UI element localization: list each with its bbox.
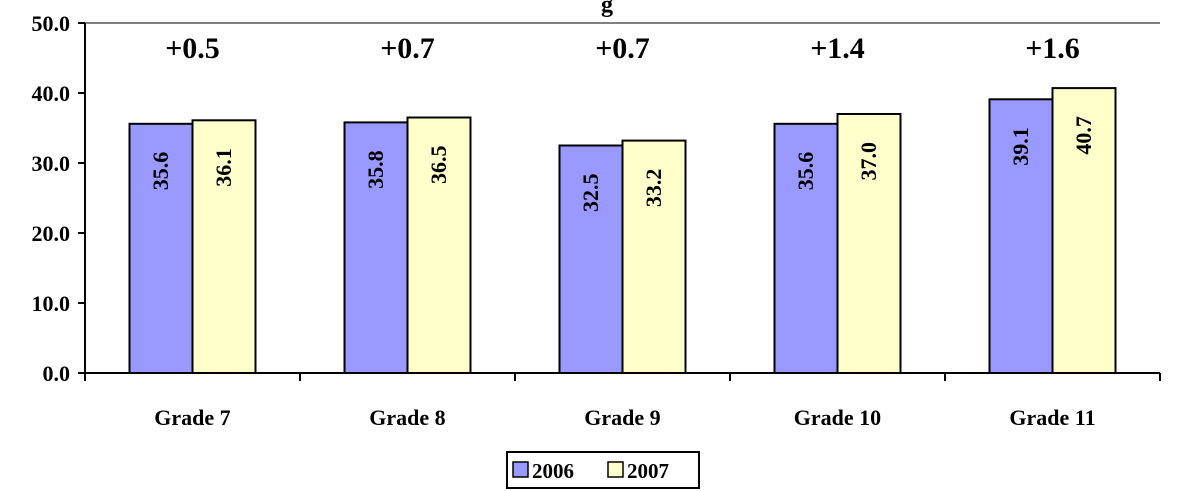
bar-value-label: 37.0 (856, 142, 881, 181)
legend-label: 2007 (627, 459, 669, 483)
legend-swatch-2006 (512, 461, 529, 478)
x-category-label: Grade 11 (1009, 405, 1095, 430)
bar-2006 (773, 122, 839, 374)
difference-annotation: +0.7 (380, 32, 435, 65)
x-category-label: Grade 10 (794, 405, 881, 430)
legend: 2006 2007 (506, 451, 700, 489)
bar-2007 (836, 113, 902, 374)
chart-title-fragment: g (601, 0, 613, 18)
bar-value-label: 40.7 (1071, 116, 1096, 155)
difference-annotation: +1.6 (1025, 32, 1080, 65)
y-tick-label: 20.0 (32, 221, 71, 246)
y-tick-label: 40.0 (32, 81, 71, 106)
legend-label: 2006 (532, 459, 574, 483)
legend-swatch-2007 (607, 461, 624, 478)
bar-value-label: 33.2 (641, 169, 666, 208)
bar-value-label: 35.6 (148, 152, 173, 191)
y-tick-label: 10.0 (32, 291, 71, 316)
legend-box (506, 451, 700, 489)
y-tick-label: 0.0 (43, 361, 71, 386)
bar-value-label: 36.5 (426, 146, 451, 185)
bar-value-label: 32.5 (578, 174, 603, 213)
x-category-label: Grade 7 (154, 405, 230, 430)
bar-2006 (343, 121, 409, 375)
bar-value-label: 39.1 (1008, 127, 1033, 166)
difference-annotation: +0.5 (165, 32, 220, 65)
bar-2006 (988, 98, 1054, 375)
bar-2007 (191, 119, 257, 374)
bar-2007 (621, 139, 687, 374)
x-category-label: Grade 8 (369, 405, 445, 430)
bar-value-label: 36.1 (211, 148, 236, 187)
x-category-label: Grade 9 (584, 405, 660, 430)
bar-2006 (558, 144, 624, 374)
difference-annotation: +1.4 (810, 32, 865, 65)
bar-2006 (128, 122, 194, 374)
bar-value-label: 35.8 (363, 150, 388, 189)
bar-value-label: 35.6 (793, 152, 818, 191)
bar-2007 (1051, 87, 1117, 374)
y-tick-label: 30.0 (32, 151, 71, 176)
y-tick-label: 50.0 (32, 11, 71, 36)
difference-annotation: +0.7 (595, 32, 650, 65)
bar-2007 (406, 116, 472, 374)
plot-area: 0.0 10.0 20.0 30.0 40.0 50.0 Grade 7 +0.5 35.6 36… (32, 11, 1161, 430)
